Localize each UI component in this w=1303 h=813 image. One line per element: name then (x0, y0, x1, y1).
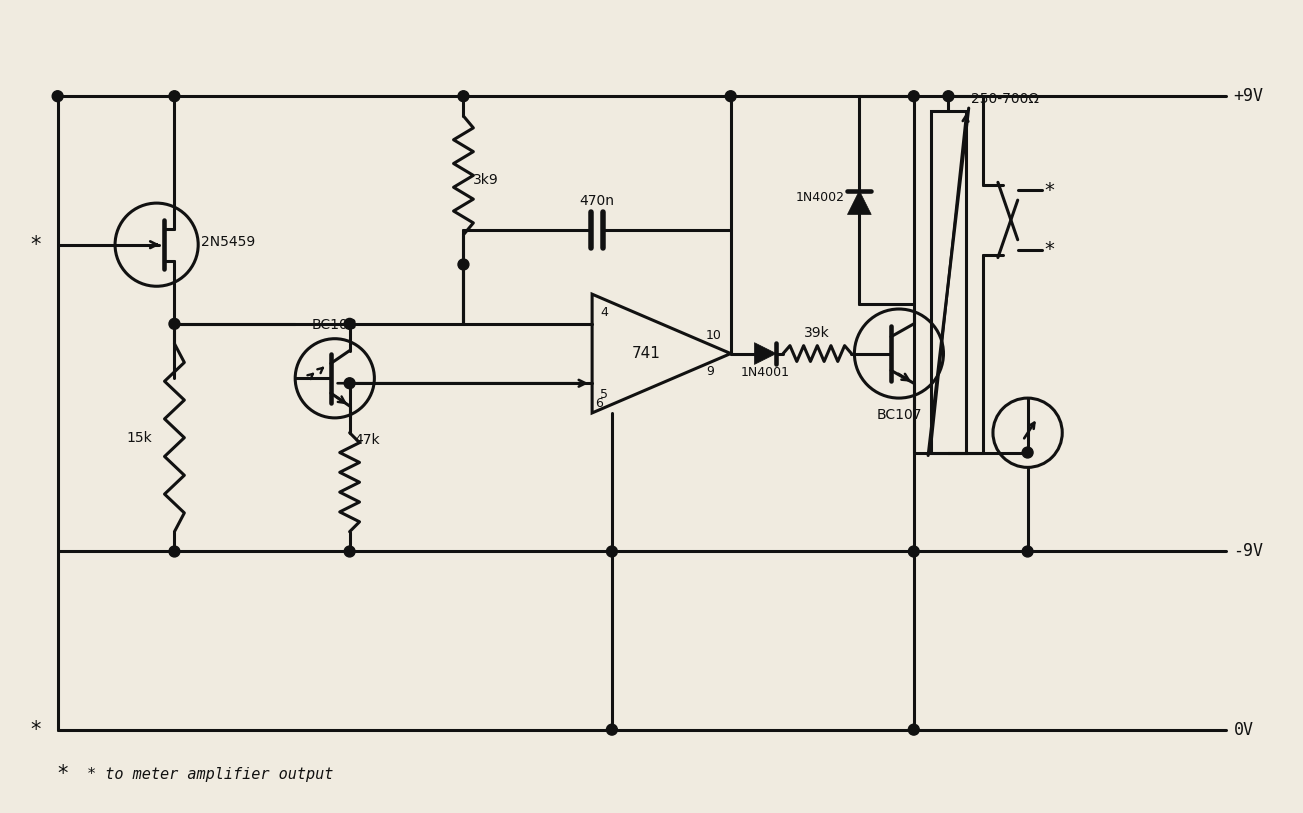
Circle shape (943, 91, 954, 102)
Text: *: * (1045, 180, 1054, 200)
Circle shape (606, 724, 618, 735)
Circle shape (457, 91, 469, 102)
Circle shape (344, 378, 356, 389)
Text: 47k: 47k (354, 433, 380, 446)
Text: 5: 5 (601, 388, 609, 401)
Text: *: * (57, 764, 68, 785)
Polygon shape (754, 342, 777, 364)
Circle shape (908, 546, 919, 557)
Circle shape (169, 91, 180, 102)
Circle shape (908, 724, 919, 735)
Text: *: * (31, 235, 42, 254)
Text: *: * (1045, 240, 1054, 259)
Text: 39k: 39k (804, 326, 830, 340)
Circle shape (726, 91, 736, 102)
Circle shape (457, 259, 469, 270)
Text: 470n: 470n (580, 194, 615, 208)
Text: 3k9: 3k9 (473, 173, 499, 187)
Text: 4: 4 (601, 306, 609, 319)
Circle shape (52, 91, 63, 102)
Text: BC107: BC107 (876, 408, 921, 422)
Bar (932, 111, 966, 453)
Text: -9V: -9V (1234, 542, 1264, 560)
Text: 9: 9 (706, 365, 714, 378)
Circle shape (1022, 447, 1033, 458)
Text: 1N4001: 1N4001 (741, 367, 790, 380)
Text: 10: 10 (706, 329, 722, 342)
Text: 741: 741 (632, 346, 661, 361)
Text: 2N5459: 2N5459 (201, 235, 255, 249)
Circle shape (344, 319, 356, 329)
Circle shape (169, 319, 180, 329)
Polygon shape (847, 191, 872, 215)
Text: BC108: BC108 (311, 318, 357, 332)
Text: *: * (31, 720, 42, 740)
Text: 0V: 0V (1234, 720, 1253, 739)
Text: +9V: +9V (1234, 87, 1264, 105)
Text: 6: 6 (595, 397, 603, 410)
Circle shape (606, 546, 618, 557)
Circle shape (908, 91, 919, 102)
Text: 1N4002: 1N4002 (796, 191, 844, 204)
Circle shape (169, 546, 180, 557)
Circle shape (344, 546, 356, 557)
Text: 250-700Ω: 250-700Ω (971, 92, 1038, 107)
Text: * to meter amplifier output: * to meter amplifier output (87, 767, 334, 781)
Text: 15k: 15k (126, 431, 152, 445)
Circle shape (1022, 546, 1033, 557)
